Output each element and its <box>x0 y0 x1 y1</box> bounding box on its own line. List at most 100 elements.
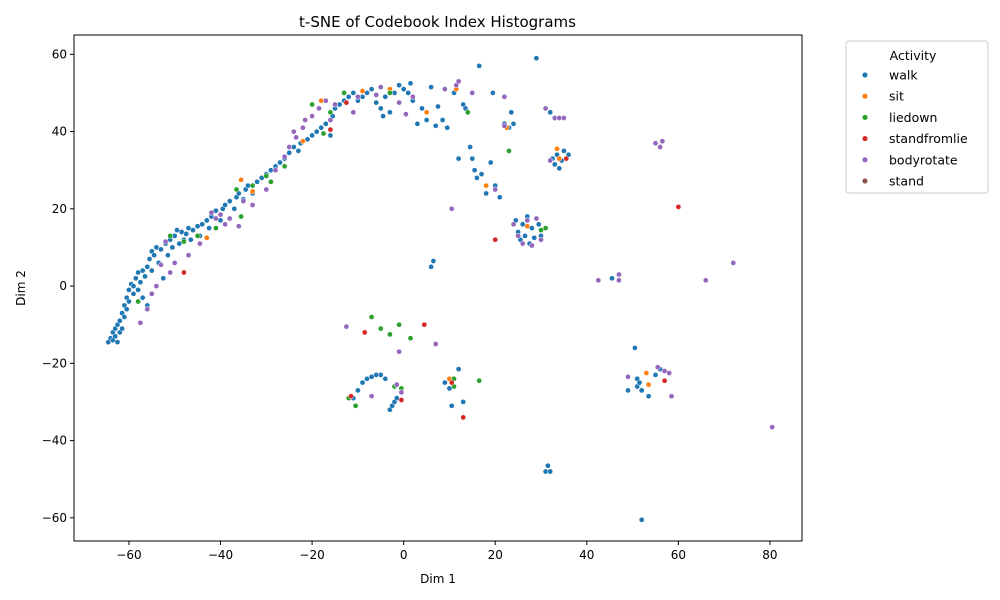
point-bodyrotate <box>162 238 169 245</box>
point-liedown <box>476 377 483 384</box>
point-bodyrotate <box>730 260 737 266</box>
point-bodyrotate <box>542 105 549 112</box>
point-standfromlie <box>361 329 368 336</box>
point-walk <box>382 375 389 382</box>
point-bodyrotate <box>368 393 375 400</box>
y-axis: −60 −40 −20 0 20 40 60 <box>42 47 74 525</box>
point-bodyrotate <box>185 252 192 259</box>
point-bodyrotate <box>409 93 416 100</box>
point-liedown <box>506 148 512 154</box>
point-walk <box>561 148 567 154</box>
point-walk <box>327 132 334 139</box>
points-layer <box>105 55 776 523</box>
x-tick-label: 0 <box>400 548 408 562</box>
point-walk <box>144 263 151 270</box>
point-liedown <box>464 109 471 116</box>
point-walk <box>165 252 171 259</box>
point-walk <box>158 246 164 253</box>
point-bodyrotate <box>226 215 233 222</box>
point-walk <box>638 516 645 523</box>
point-bodyrotate <box>538 236 544 243</box>
point-walk <box>130 283 137 289</box>
x-axis: −60 −40 −20 0 20 40 60 80 <box>116 541 778 562</box>
point-walk <box>130 290 137 297</box>
point-sit <box>556 155 563 162</box>
y-tick-label: −40 <box>42 434 67 448</box>
point-walk <box>355 387 361 394</box>
point-walk <box>112 333 119 340</box>
point-bodyrotate <box>355 93 361 100</box>
point-walk <box>632 345 638 351</box>
point-sit <box>300 138 306 145</box>
point-walk <box>190 227 196 233</box>
point-liedown <box>387 331 393 338</box>
point-bodyrotate <box>153 283 160 289</box>
point-liedown <box>377 325 384 332</box>
point-sit <box>249 188 256 195</box>
point-walk <box>432 122 439 129</box>
point-walk <box>428 263 434 270</box>
point-bodyrotate <box>455 78 462 85</box>
point-walk <box>419 105 425 112</box>
legend-label: bodyrotate <box>889 152 958 167</box>
point-standfromlie <box>460 414 467 421</box>
legend-label: sit <box>889 89 904 104</box>
point-walk <box>203 217 210 224</box>
legend-marker <box>861 71 869 79</box>
x-tick-label: 60 <box>671 548 686 562</box>
point-bodyrotate <box>377 84 384 90</box>
point-walk <box>206 225 212 231</box>
point-bodyrotate <box>659 138 666 145</box>
legend-label: liedown <box>889 110 937 125</box>
point-bodyrotate <box>302 117 309 123</box>
point-walk <box>645 393 652 400</box>
point-walk <box>142 273 148 280</box>
point-bodyrotate <box>442 86 448 92</box>
point-walk <box>139 294 146 301</box>
point-walk <box>487 159 494 166</box>
point-walk <box>471 167 478 174</box>
point-walk <box>382 93 389 100</box>
point-walk <box>444 124 451 131</box>
point-bodyrotate <box>373 92 380 98</box>
legend-label: walk <box>889 68 918 83</box>
point-walk <box>531 234 538 241</box>
point-liedown <box>238 213 244 220</box>
point-walk <box>137 279 144 286</box>
point-walk <box>116 317 123 324</box>
point-walk <box>199 221 206 228</box>
point-walk <box>547 468 554 475</box>
point-standfromlie <box>327 126 334 133</box>
series-bodyrotate <box>137 78 776 430</box>
point-bodyrotate <box>293 134 299 141</box>
point-bodyrotate <box>217 211 224 218</box>
point-liedown <box>135 298 141 305</box>
point-liedown <box>181 238 187 245</box>
point-walk <box>439 117 446 123</box>
point-walk <box>123 306 130 313</box>
legend-marker <box>861 135 869 142</box>
point-bodyrotate <box>561 115 567 121</box>
y-tick-label: 0 <box>59 279 67 293</box>
point-bodyrotate <box>616 271 622 278</box>
point-bodyrotate <box>309 113 315 119</box>
y-axis-label: Dim 2 <box>14 270 28 306</box>
legend-item-sit: sit <box>861 89 904 104</box>
point-walk <box>510 120 517 127</box>
point-bodyrotate <box>272 167 279 174</box>
point-liedown <box>263 173 270 179</box>
point-bodyrotate <box>327 117 334 123</box>
point-walk <box>160 275 167 282</box>
point-bodyrotate <box>652 140 659 147</box>
point-sit <box>203 234 210 241</box>
point-walk <box>254 178 260 185</box>
point-bodyrotate <box>657 144 663 150</box>
point-walk <box>121 314 128 320</box>
y-tick-label: −60 <box>42 511 67 525</box>
point-walk <box>652 372 659 378</box>
point-bodyrotate <box>510 221 517 228</box>
point-bodyrotate <box>625 373 631 380</box>
x-tick-label: −40 <box>208 548 233 562</box>
legend-marker <box>861 177 869 185</box>
